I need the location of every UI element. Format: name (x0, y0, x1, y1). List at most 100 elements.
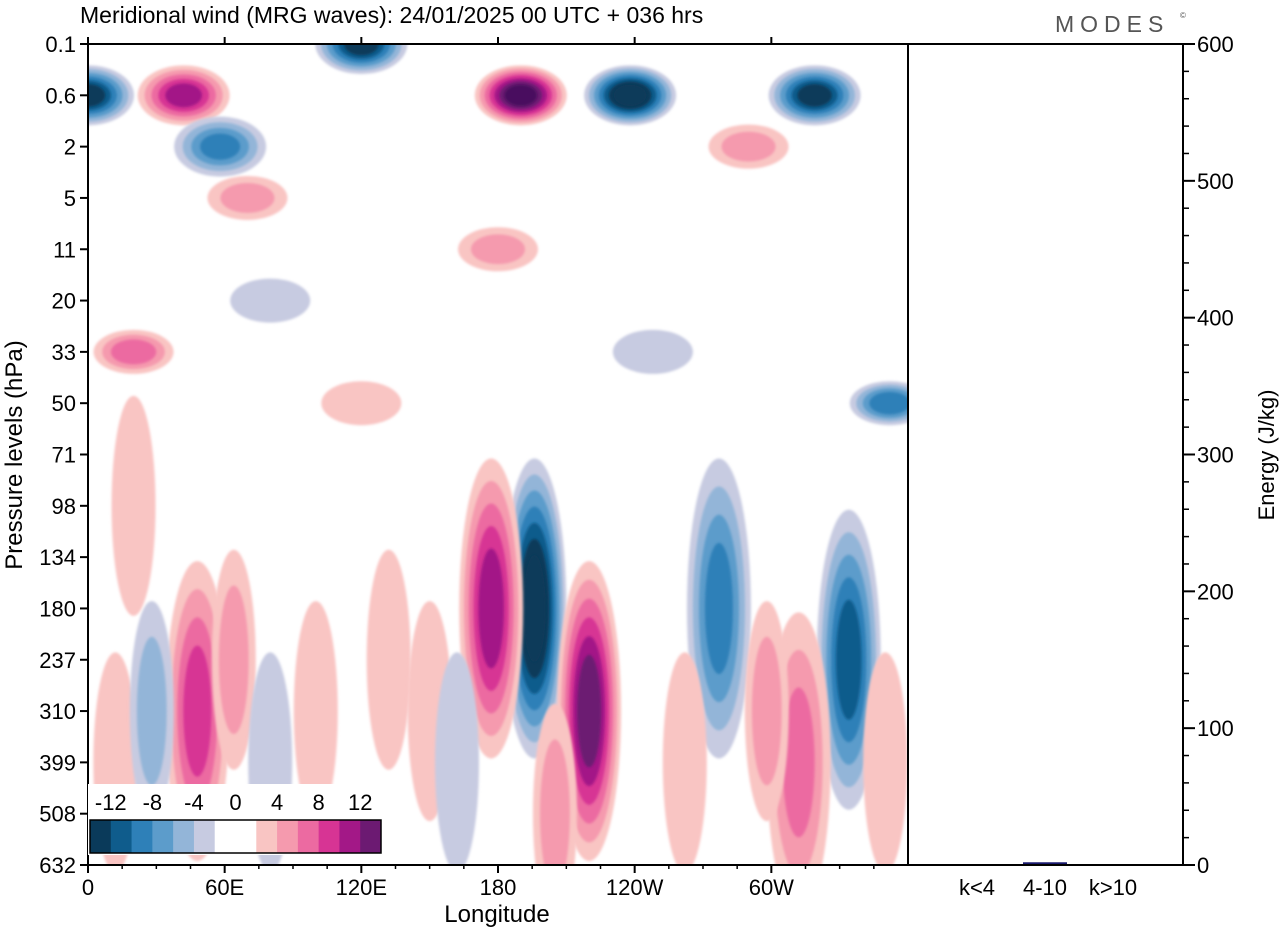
y-tick-label: 632 (39, 853, 76, 878)
x-tick-label: 60E (205, 875, 244, 900)
contour-band (183, 645, 212, 777)
chart-title: Meridional wind (MRG waves): 24/01/2025 … (80, 2, 703, 28)
x-axis: 0 60E 120E 180 120W 60W (82, 37, 875, 900)
colorbar-label: 0 (229, 790, 241, 815)
contour-feature (230, 278, 311, 323)
contour-feature (315, 44, 408, 74)
y-tick-label: 310 (39, 699, 76, 724)
energy-tick-label: 500 (1197, 169, 1234, 194)
contour-feature (93, 329, 174, 374)
colorbar-cell (131, 820, 153, 853)
contour-band (797, 84, 832, 107)
contour-feature (207, 175, 288, 220)
contour-band (704, 542, 733, 675)
colorbar-label: -12 (95, 790, 127, 815)
colorbar-cell (256, 820, 278, 853)
contour-band (165, 83, 203, 108)
energy-tick-label: 0 (1197, 853, 1209, 878)
contour-feature (612, 329, 693, 374)
contour-band (218, 585, 249, 735)
contour-feature (321, 381, 402, 426)
colorbar-cell (214, 820, 236, 853)
contour-band (662, 652, 707, 865)
contour-feature (584, 65, 677, 126)
y-tick-label: 508 (39, 802, 76, 827)
y-tick-label: 98 (52, 494, 76, 519)
contour-feature (458, 227, 538, 272)
contour-feature (686, 458, 751, 759)
energy-category-label: k<4 (959, 875, 995, 900)
contour-band (293, 601, 338, 822)
energy-category-label: 4-10 (1023, 875, 1067, 900)
colorbar-cell (360, 820, 382, 853)
contour-feature (662, 652, 707, 865)
y-tick-label: 33 (52, 340, 76, 365)
colorbar-cell (152, 820, 174, 853)
colorbar-cell (339, 820, 361, 853)
colorbar-cell (277, 820, 299, 853)
y-tick-label: 0.1 (45, 32, 76, 57)
contour-feature (88, 65, 134, 126)
contour-feature (863, 652, 908, 865)
contour-feature (849, 381, 908, 426)
contour-feature (768, 65, 861, 126)
contour-band (230, 278, 311, 323)
y-axis-label: Pressure levels (hPa) (1, 340, 28, 569)
contour-band (110, 339, 157, 365)
contour-band (136, 636, 167, 786)
colorbar-label: 8 (313, 790, 325, 815)
y-tick-label: 2 (64, 135, 76, 160)
x-tick-label: 120E (336, 875, 387, 900)
colorbar: -12 -8 -4 0 4 8 12 (88, 784, 383, 855)
energy-categories: k<4 4-10 k>10 (959, 875, 1137, 900)
energy-category-label: k>10 (1089, 875, 1137, 900)
colorbar-cell (90, 820, 112, 853)
contour-feature (532, 703, 577, 865)
contour-band (478, 548, 504, 669)
y-tick-label: 134 (39, 545, 76, 570)
contour-band (540, 739, 570, 865)
energy-tick-label: 600 (1197, 32, 1234, 57)
contour-band (612, 329, 693, 374)
colorbar-label: 4 (271, 790, 283, 815)
y-tick-label: 71 (52, 443, 76, 468)
colorbar-frame (89, 819, 382, 854)
y-tick-label: 11 (53, 237, 76, 262)
x-axis-label: Longitude (444, 901, 549, 928)
y-tick-label: 0.6 (45, 83, 76, 108)
colorbar-cell (235, 820, 257, 853)
colorbar-cell (173, 820, 195, 853)
energy-tick-label: 400 (1197, 306, 1234, 331)
contour-band (863, 652, 908, 865)
colorbar-cell (318, 820, 340, 853)
contour-band (471, 234, 525, 265)
contour-feature (137, 65, 230, 126)
contour-feature (293, 601, 338, 822)
contour-band (111, 395, 156, 616)
y-tick-label: 20 (52, 289, 76, 314)
colorbar-label: -4 (184, 790, 204, 815)
energy-tick-label: 200 (1197, 579, 1234, 604)
contour-band (523, 554, 546, 663)
energy-panel: 0 100 200 300 400 500 600 k<4 4-10 k>10 Energy (… (907, 32, 1279, 900)
contour-band (344, 44, 379, 56)
contour-feature (435, 652, 479, 865)
y-tick-label: 399 (39, 750, 76, 775)
y-tick-label: 50 (52, 391, 76, 416)
energy-tick-label: 100 (1197, 716, 1234, 741)
contour-band (613, 84, 647, 107)
contour-band (721, 131, 776, 162)
colorbar-cell (297, 820, 320, 853)
contour-band (220, 183, 275, 213)
contour-band (200, 133, 241, 160)
colorbar-cell (193, 820, 216, 853)
energy-bar (1023, 862, 1067, 865)
colorbar-label: -8 (143, 790, 163, 815)
contour-feature (174, 116, 267, 177)
contour-band (321, 381, 402, 426)
x-tick-label: 60W (749, 875, 794, 900)
contour-feature (111, 395, 156, 616)
contour-feature (129, 601, 174, 822)
contour-band (366, 549, 411, 770)
